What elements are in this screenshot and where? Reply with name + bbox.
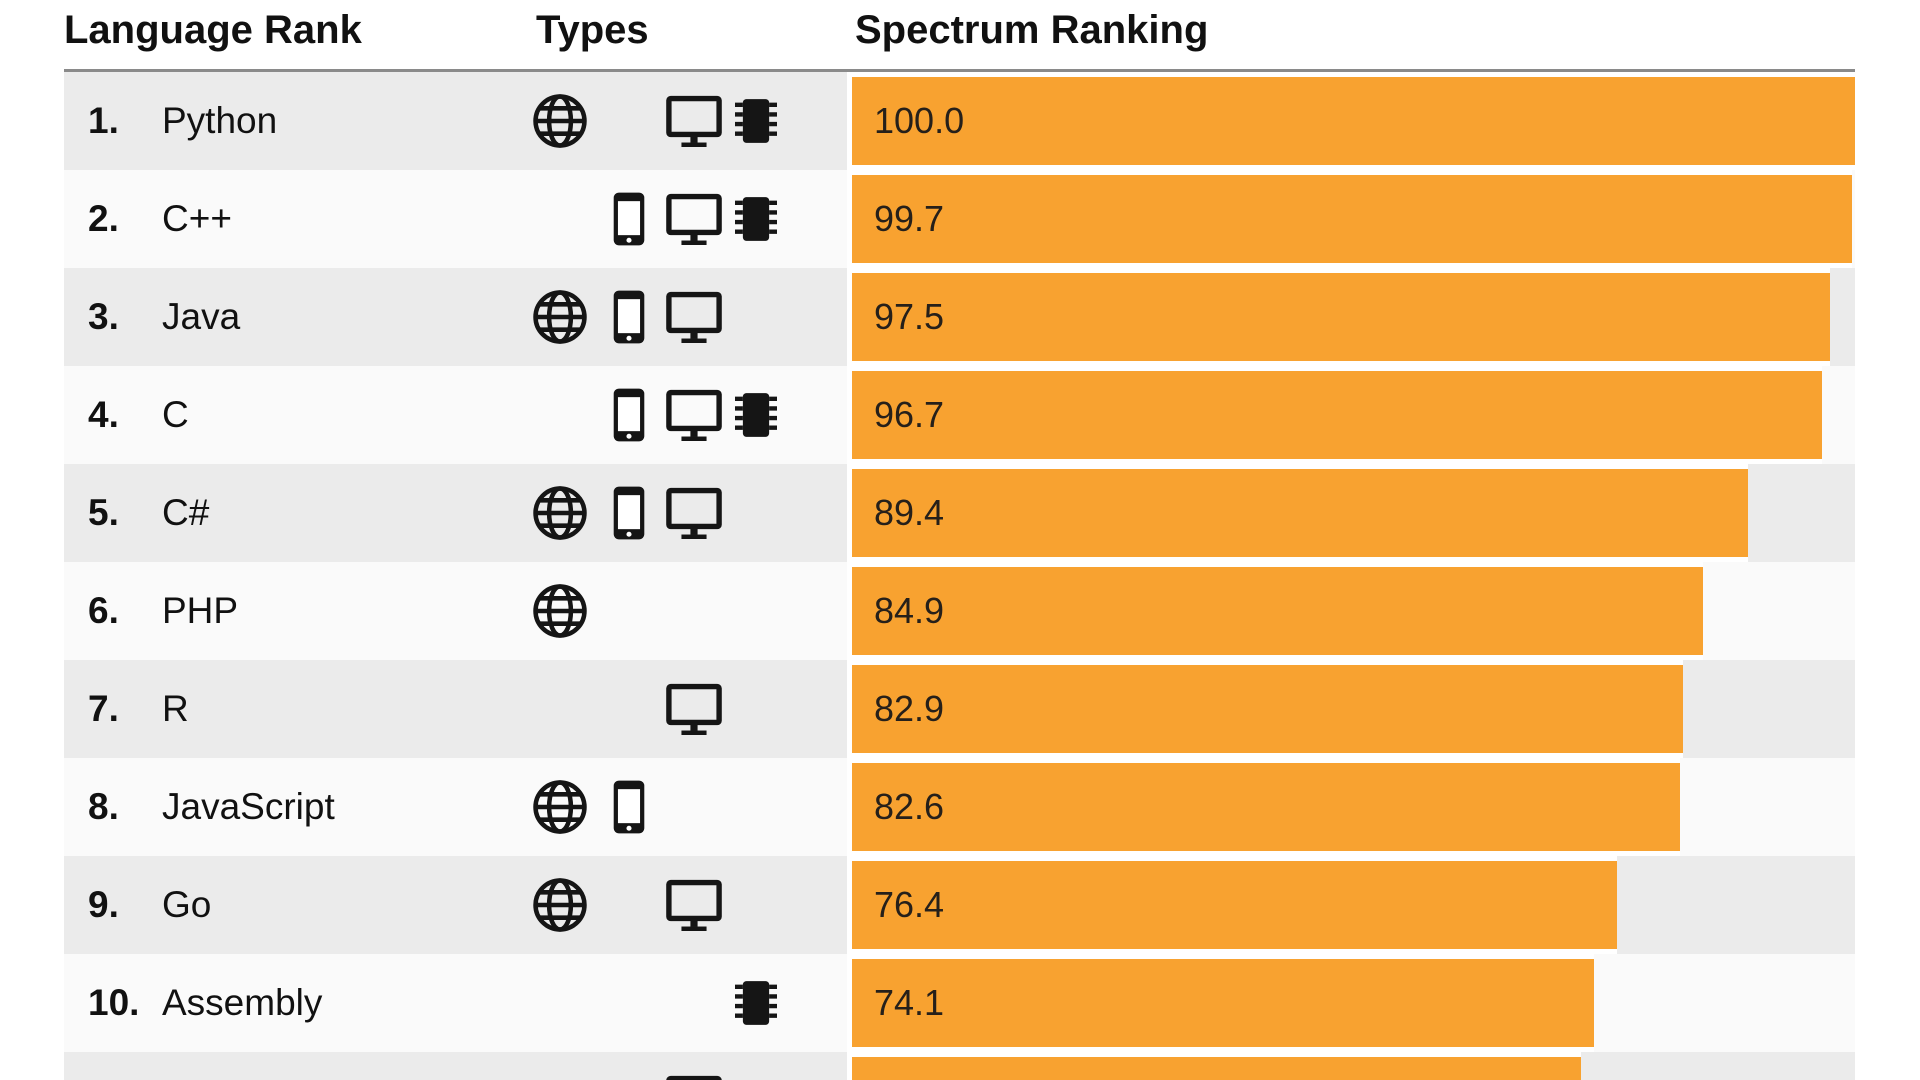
- rank-number: 5.: [88, 492, 119, 533]
- score-bar: 96.7: [847, 366, 1822, 464]
- ranking-rows: 1. Python 100.0 2. C++ 99.7 3. Java 97.5 4. C 96.7 5…: [64, 72, 1855, 1080]
- score-bar: 99.7: [847, 170, 1852, 268]
- score-value: 74.1: [874, 982, 945, 1023]
- monitor-icon: [662, 72, 726, 170]
- score-bar: 74.1: [847, 954, 1594, 1052]
- score-value: 76.4: [874, 884, 945, 925]
- score-bar: 84.9: [847, 562, 1703, 660]
- bar-zone: 89.4: [847, 464, 1855, 562]
- phone-icon: [597, 758, 661, 856]
- globe-icon: [528, 562, 592, 660]
- bar-zone: 99.7: [847, 170, 1855, 268]
- score-value: 100.0: [874, 100, 965, 141]
- bar-zone: 84.9: [847, 562, 1855, 660]
- globe-icon: [528, 758, 592, 856]
- monitor-icon: [662, 660, 726, 758]
- rank-number: 8.: [88, 786, 119, 827]
- phone-icon: [597, 366, 661, 464]
- rank-number: 4.: [88, 394, 119, 435]
- phone-icon: [597, 268, 661, 366]
- table-row-partial: [64, 1052, 1855, 1080]
- chip-icon: [724, 170, 788, 268]
- monitor-icon: [662, 464, 726, 562]
- score-value: 96.7: [874, 394, 945, 435]
- chip-icon: [724, 954, 788, 1052]
- rank-number: 6.: [88, 590, 119, 631]
- score-value: 82.9: [874, 688, 945, 729]
- language-name: PHP: [162, 590, 239, 631]
- table-row: 2. C++ 99.7: [64, 170, 1855, 268]
- table-row: 8. JavaScript 82.6: [64, 758, 1855, 856]
- bar-zone: 100.0: [847, 72, 1855, 170]
- language-name: R: [162, 688, 189, 729]
- phone-icon: [597, 170, 661, 268]
- score-bar: 82.6: [847, 758, 1680, 856]
- column-header-language-rank: Language Rank: [64, 8, 362, 52]
- bar-zone: 76.4: [847, 856, 1855, 954]
- table-row: 1. Python 100.0: [64, 72, 1855, 170]
- chip-icon: [724, 72, 788, 170]
- monitor-icon: [662, 1052, 726, 1080]
- monitor-icon: [662, 268, 726, 366]
- language-name: Assembly: [162, 982, 323, 1023]
- table-row: 9. Go 76.4: [64, 856, 1855, 954]
- column-header-spectrum-ranking: Spectrum Ranking: [855, 8, 1209, 52]
- monitor-icon: [662, 170, 726, 268]
- monitor-icon: [662, 366, 726, 464]
- table-row: 7. R 82.9: [64, 660, 1855, 758]
- rank-number: 2.: [88, 198, 119, 239]
- score-bar: 97.5: [847, 268, 1830, 366]
- score-bar: 100.0: [847, 72, 1855, 170]
- rank-number: 3.: [88, 296, 119, 337]
- language-name: Go: [162, 884, 212, 925]
- monitor-icon: [662, 856, 726, 954]
- bar-zone: 74.1: [847, 954, 1855, 1052]
- globe-icon: [528, 268, 592, 366]
- table-row: 10. Assembly 74.1: [64, 954, 1855, 1052]
- chip-icon: [724, 366, 788, 464]
- score-bar: 82.9: [847, 660, 1683, 758]
- header-underline: [64, 69, 1855, 72]
- phone-icon: [597, 464, 661, 562]
- rank-number: 9.: [88, 884, 119, 925]
- bar-zone: 96.7: [847, 366, 1855, 464]
- bar-zone: 82.9: [847, 660, 1855, 758]
- score-bar: 89.4: [847, 464, 1749, 562]
- table-row: 4. C 96.7: [64, 366, 1855, 464]
- score-bar: [847, 1052, 1581, 1080]
- score-value: 82.6: [874, 786, 945, 827]
- language-name: JavaScript: [162, 786, 335, 827]
- bar-zone: 82.6: [847, 758, 1855, 856]
- table-row: 6. PHP 84.9: [64, 562, 1855, 660]
- score-value: 97.5: [874, 296, 945, 337]
- language-name: Python: [162, 100, 278, 141]
- globe-icon: [528, 856, 592, 954]
- language-name: Java: [162, 296, 241, 337]
- score-bar: 76.4: [847, 856, 1618, 954]
- score-value: 84.9: [874, 590, 945, 631]
- table-row: 3. Java 97.5: [64, 268, 1855, 366]
- language-name: C: [162, 394, 189, 435]
- language-name: C#: [162, 492, 210, 533]
- bar-zone: [847, 1052, 1855, 1080]
- rank-number: 1.: [88, 100, 119, 141]
- language-name: C++: [162, 198, 232, 239]
- score-value: 89.4: [874, 492, 945, 533]
- rank-number: 7.: [88, 688, 119, 729]
- table-row: 5. C# 89.4: [64, 464, 1855, 562]
- globe-icon: [528, 72, 592, 170]
- rank-number: 10.: [88, 982, 140, 1023]
- globe-icon: [528, 464, 592, 562]
- bar-zone: 97.5: [847, 268, 1855, 366]
- score-value: 99.7: [874, 198, 945, 239]
- column-header-types: Types: [536, 8, 649, 52]
